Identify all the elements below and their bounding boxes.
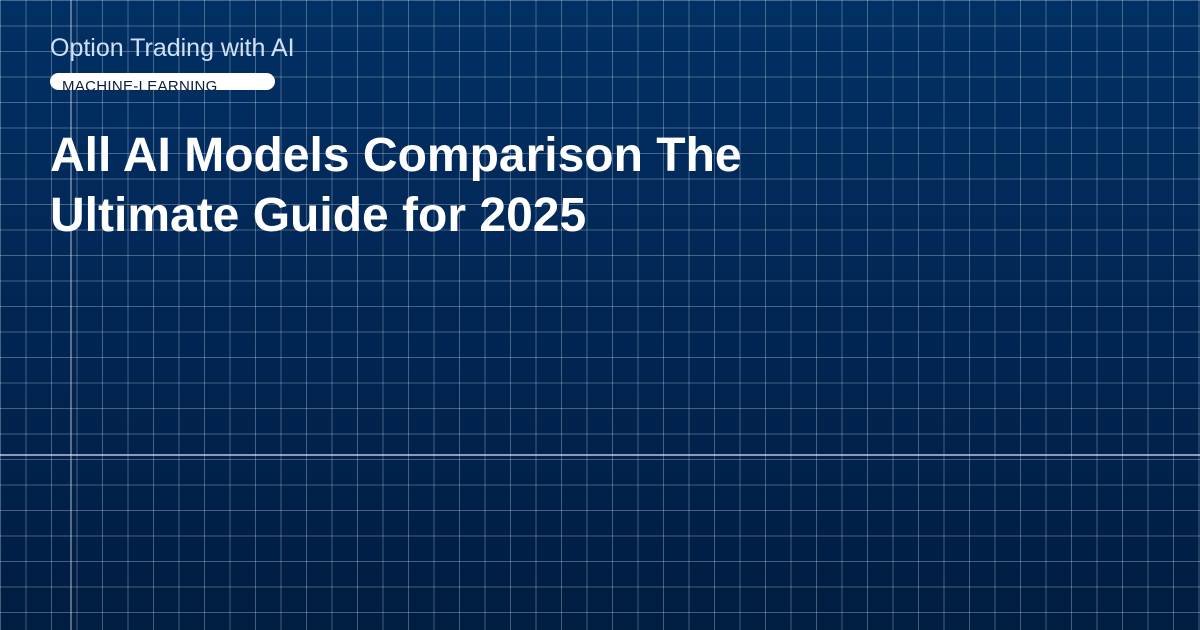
- tag-text: MACHINE-LEARNING: [62, 78, 218, 90]
- site-name: Option Trading with AI: [50, 34, 295, 62]
- article-title: All AI Models Comparison The Ultimate Gu…: [50, 129, 742, 242]
- grid-accent: [0, 454, 1200, 456]
- category-tag: MACHINE-LEARNING: [50, 73, 275, 90]
- grid-accent: [70, 0, 72, 630]
